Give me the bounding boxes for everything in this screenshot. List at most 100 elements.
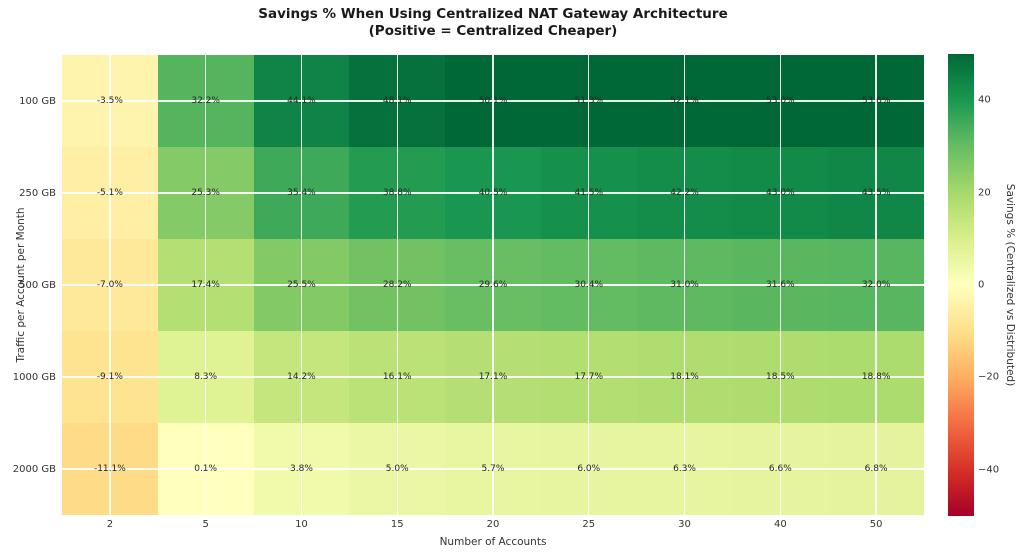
chart-subtitle: (Positive = Centralized Cheaper) [368, 23, 618, 39]
colorbar-tick-label: 0 [978, 279, 985, 291]
cell-value-label: 52.1% [670, 96, 699, 106]
heatmap-cell: 28.2% [349, 239, 446, 331]
chart-title-block: Savings % When Using Centralized NAT Gat… [62, 6, 924, 40]
x-tick-label: 15 [390, 519, 404, 530]
heatmap-cell: 41.5% [540, 147, 637, 239]
heatmap-cell: -7.0% [62, 239, 158, 331]
heatmap-grid: -3.5% 32.2% 44.1% 48.1% 50.1% 51.3% 52.1% 53.0%… [62, 55, 924, 515]
cell-value-label: 0.1% [194, 464, 218, 474]
x-tick-label: 20 [486, 519, 500, 530]
cell-value-label: 5.7% [481, 464, 505, 474]
heatmap-cell: 38.8% [349, 147, 446, 239]
heatmap-cell: 44.1% [253, 55, 350, 147]
heatmap-cell: 42.2% [636, 147, 733, 239]
heatmap-cell: 40.5% [445, 147, 541, 239]
cell-value-label: 6.0% [577, 464, 601, 474]
cell-value-label: 41.5% [574, 188, 604, 198]
cell-value-label: 43.5% [861, 188, 891, 198]
heatmap-cell: 32.2% [157, 55, 254, 147]
cell-value-label: 50.1% [478, 96, 508, 106]
cell-value-label: 5.0% [385, 464, 409, 474]
heatmap-cell: 5.0% [349, 423, 446, 515]
cell-value-label: 32.2% [191, 96, 220, 106]
y-tick-label: 100 GB [19, 95, 56, 107]
heatmap-cell: 17.7% [540, 331, 637, 423]
heatmap-cell: 35.4% [253, 147, 350, 239]
cell-value-label: 25.3% [191, 188, 220, 198]
cell-value-label: 14.2% [287, 372, 316, 382]
cell-value-label: 8.3% [194, 372, 218, 382]
heatmap-cell: 18.8% [828, 331, 924, 423]
cell-value-label: 16.1% [382, 372, 412, 382]
y-tick-label: 500 GB [19, 279, 56, 291]
cell-value-label: 6.6% [768, 464, 792, 474]
x-tick-label: 5 [202, 519, 209, 530]
cell-value-label: 17.4% [191, 280, 220, 290]
y-tick-labels: 100 GB 250 GB 500 GB 1000 GB 2000 GB [0, 55, 56, 515]
cell-value-label: 43.0% [766, 188, 795, 198]
cell-value-label: 30.4% [574, 280, 604, 290]
heatmap-cell: 6.6% [732, 423, 829, 515]
heatmap-cell: 51.3% [540, 55, 637, 147]
cell-value-label: 3.8% [290, 464, 313, 474]
colorbar-tick-label: −20 [978, 371, 1000, 383]
cell-value-label: 31.0% [670, 280, 699, 290]
heatmap-cell: -3.5% [62, 55, 158, 147]
cell-value-label: 51.3% [574, 96, 604, 106]
heatmap-cell: 50.1% [445, 55, 541, 147]
x-tick-label: 30 [678, 519, 691, 530]
heatmap-cell: 17.1% [445, 331, 541, 423]
heatmap-cell: 18.1% [636, 331, 733, 423]
cell-value-label: 40.5% [478, 188, 508, 198]
cell-value-label: 48.1% [382, 96, 412, 106]
colorbar [948, 54, 974, 516]
cell-value-label: -9.1% [96, 372, 123, 382]
cell-value-label: 29.6% [478, 280, 508, 290]
heatmap-cell: 18.5% [732, 331, 829, 423]
heatmap-cell: 43.0% [732, 147, 829, 239]
heatmap-cell: 52.1% [636, 55, 733, 147]
plot-area: -3.5% 32.2% 44.1% 48.1% 50.1% 51.3% 52.1% 53.0%… [62, 55, 924, 515]
colorbar-tick-labels: 40 20 0 −20 −40 [978, 54, 1012, 516]
heatmap-cell: 25.5% [253, 239, 350, 331]
heatmap-cell: 30.4% [540, 239, 637, 331]
cell-value-label: 28.2% [382, 280, 412, 290]
cell-value-label: 18.1% [670, 372, 699, 382]
x-axis-label: Number of Accounts [439, 536, 547, 548]
heatmap-cell: 16.1% [349, 331, 446, 423]
heatmap-cell: 43.5% [828, 147, 924, 239]
heatmap-cell: -11.1% [62, 423, 158, 515]
cell-value-label: -7.0% [96, 280, 123, 290]
cell-value-label: -11.1% [93, 464, 126, 474]
heatmap-cell: 48.1% [349, 55, 446, 147]
colorbar-tick-label: −40 [978, 464, 1000, 476]
cell-value-label: 53.0% [766, 96, 795, 106]
heatmap-cell: 31.6% [732, 239, 829, 331]
cell-value-label: 38.8% [382, 188, 412, 198]
heatmap-cell: -5.1% [62, 147, 158, 239]
cell-value-label: -5.1% [96, 188, 123, 198]
cell-value-label: 6.3% [673, 464, 696, 474]
heatmap-cell: 53.6% [828, 55, 924, 147]
cell-value-label: 17.1% [478, 372, 508, 382]
chart-title: Savings % When Using Centralized NAT Gat… [258, 6, 728, 22]
heatmap-cell: 14.2% [253, 331, 350, 423]
x-tick-label: 2 [106, 519, 114, 530]
heatmap-cell: 29.6% [445, 239, 541, 331]
x-tick-label: 10 [295, 519, 308, 530]
x-tick-label: 50 [869, 519, 883, 530]
cell-value-label: 25.5% [287, 280, 316, 290]
colorbar-gradient [948, 54, 974, 516]
colorbar-tick-label: 40 [978, 94, 991, 106]
cell-value-label: 18.8% [861, 372, 891, 382]
heatmap-cell: 31.0% [636, 239, 733, 331]
cell-value-label: 6.8% [864, 464, 888, 474]
cell-value-label: 44.1% [287, 96, 316, 106]
heatmap-cell: 3.8% [253, 423, 350, 515]
cell-value-label: 42.2% [670, 188, 699, 198]
cell-value-label: 32.0% [861, 280, 891, 290]
heatmap-cell: 6.0% [540, 423, 637, 515]
colorbar-tick-label: 20 [978, 187, 991, 199]
y-tick-label: 250 GB [19, 187, 56, 199]
